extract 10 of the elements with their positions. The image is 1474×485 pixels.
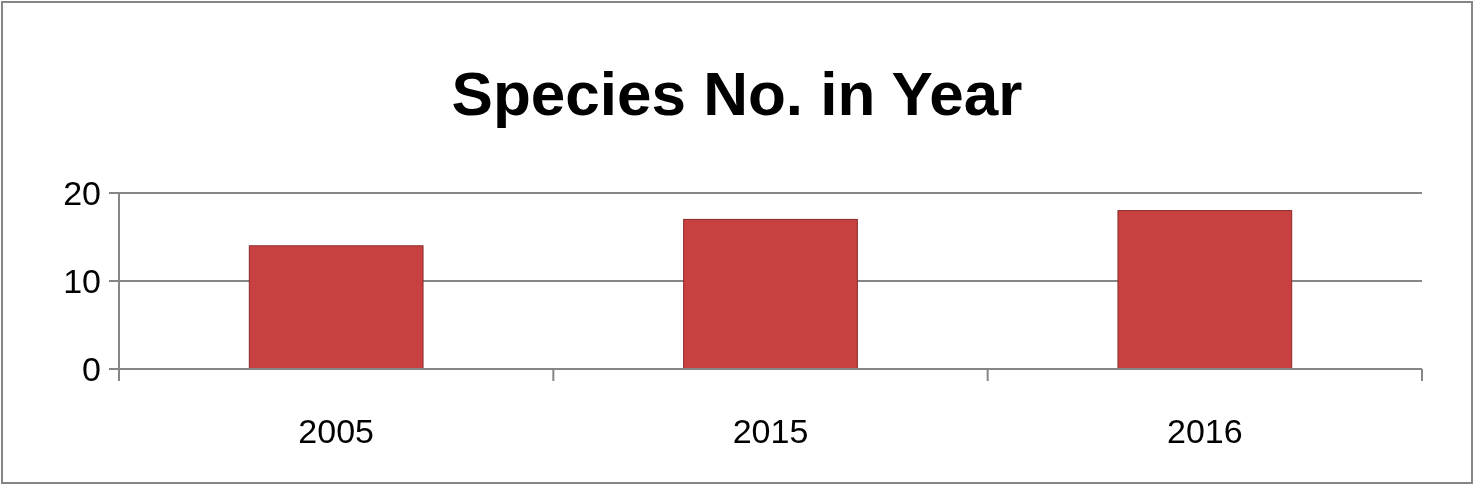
y-tick-label: 0	[82, 349, 101, 388]
x-tick-label: 2016	[1167, 412, 1243, 450]
x-tick-label: 2015	[732, 412, 809, 450]
chart-title: Species No. in Year	[451, 59, 1023, 128]
bar	[683, 218, 858, 370]
y-tick-label: 10	[63, 261, 101, 300]
bar	[1117, 210, 1293, 370]
x-tick-label: 2005	[298, 412, 374, 450]
bar	[248, 245, 424, 370]
y-tick-label: 20	[63, 173, 101, 212]
